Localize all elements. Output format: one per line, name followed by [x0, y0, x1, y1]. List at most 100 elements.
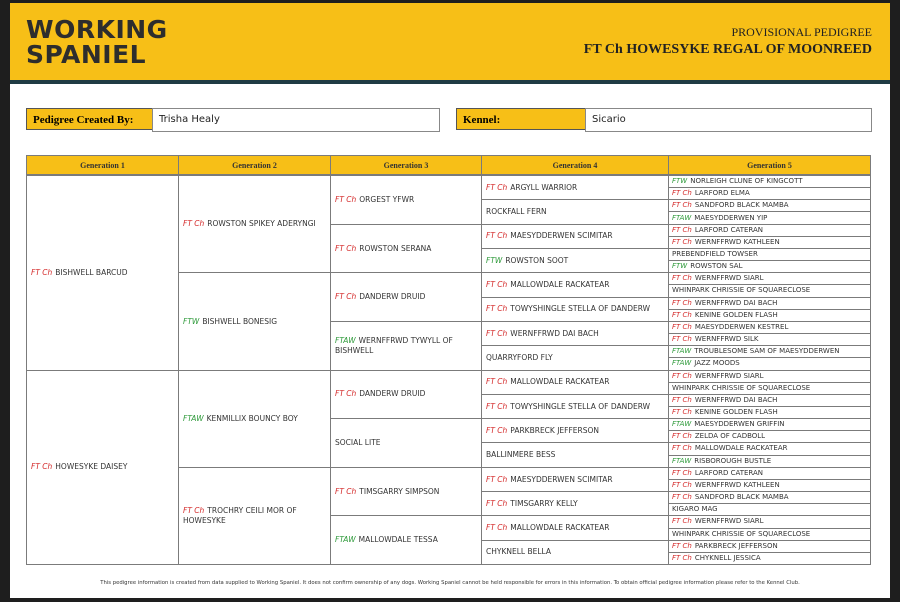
- dog-name: PARKBRECK JEFFERSON: [694, 541, 778, 550]
- dog-cell: ROCKFALL FERN: [481, 199, 669, 225]
- dog-entry: ROCKFALL FERN: [486, 207, 547, 217]
- dog-entry: FTAW JAZZ MOODS: [672, 359, 740, 368]
- dog-name: HOWESYKE DAISEY: [55, 462, 128, 472]
- dog-name: CHYKNELL BELLA: [486, 547, 552, 557]
- dog-name: DANDERW DRUID: [359, 292, 426, 302]
- dog-entry: FT Ch MALLOWDALE RACKATEAR: [486, 280, 610, 290]
- dog-name: ROWSTON SAL: [690, 262, 743, 271]
- dog-entry: FT Ch LARFORD CATERAN: [672, 469, 763, 478]
- dog-title: FT Ch: [31, 267, 53, 277]
- dog-name: TIMSGARRY KELLY: [510, 498, 578, 508]
- dog-title: FT Ch: [672, 444, 692, 453]
- dog-title: FT Ch: [672, 310, 692, 319]
- dog-title: FT Ch: [672, 335, 692, 344]
- dog-entry: FT Ch DANDERW DRUID: [335, 389, 425, 399]
- dog-title: FT Ch: [486, 280, 508, 290]
- dog-entry: FT Ch MALLOWDALE RACKATEAR: [486, 377, 610, 387]
- dog-entry: FT Ch WERNFFRWD KATHLEEN: [672, 238, 780, 247]
- dog-entry: QUARRYFORD FLY: [486, 353, 553, 363]
- footer: This pedigree information is created fro…: [100, 580, 800, 586]
- dog-entry: SOCIAL LITE: [335, 438, 381, 448]
- column-header: Generation 4: [481, 155, 669, 175]
- dog-cell: FT Ch CHYKNELL JESSICA: [668, 551, 871, 565]
- dog-name: KENMILLIX BOUNCY BOY: [206, 413, 298, 423]
- dog-name: MAESYDDERWEN YIP: [694, 213, 768, 222]
- dog-name: SANDFORD BLACK MAMBA: [694, 201, 789, 210]
- dog-entry: FT Ch TIMSGARRY KELLY: [486, 499, 578, 509]
- dog-name: WERNFFRWD DAI BACH: [694, 298, 778, 307]
- title-block: PROVISIONAL PEDIGREE FT Ch HOWESYKE REGA…: [584, 25, 872, 58]
- dog-name: WERNFFRWD DAI BACH: [694, 395, 778, 404]
- dog-title: FT Ch: [486, 182, 508, 192]
- field-label: Pedigree Created By:: [26, 108, 153, 130]
- dog-entry: FT Ch MAESYDDERWEN KESTREL: [672, 323, 788, 332]
- dog-name: ROWSTON SERANA: [359, 243, 432, 253]
- header: WORKING SPANIEL PROVISIONAL PEDIGREE FT …: [10, 3, 890, 84]
- column-header: Generation 5: [668, 155, 871, 175]
- field-value: Trisha Healy: [152, 108, 440, 132]
- dog-name: ROCKFALL FERN: [486, 207, 547, 217]
- dog-title: FTW: [183, 316, 200, 326]
- dog-cell: FT Ch HOWESYKE DAISEY: [26, 369, 179, 565]
- dog-entry: FT Ch WERNFFRWD KATHLEEN: [672, 481, 780, 490]
- dog-entry: FT Ch MAESYDDERWEN SCIMITAR: [486, 475, 613, 485]
- dog-entry: WHINPARK CHRISSIE OF SQUARECLOSE: [672, 384, 810, 393]
- dog-entry: FTAW MAESYDDERWEN GRIFFIN: [672, 420, 785, 429]
- dog-name: MAESYDDERWEN SCIMITAR: [510, 474, 613, 484]
- dog-name: BISHWELL BARCUD: [55, 267, 128, 277]
- dog-title: FTW: [672, 262, 688, 271]
- dog-entry: FT Ch WERNFFRWD SILK: [672, 335, 758, 344]
- dog-entry: WHINPARK CHRISSIE OF SQUARECLOSE: [672, 530, 810, 539]
- dog-cell: FT Ch MALLOWDALE RACKATEAR: [481, 515, 669, 541]
- dog-name: SOCIAL LITE: [335, 438, 381, 448]
- dog-title: FT Ch: [486, 523, 508, 533]
- dog-name: WERNFFRWD KATHLEEN: [694, 237, 780, 246]
- dog-cell: FT Ch TIMSGARRY KELLY: [481, 491, 669, 517]
- dog-entry: FT Ch DANDERW DRUID: [335, 292, 425, 302]
- dog-name: FT Ch HOWESYKE REGAL OF MOONREED: [583, 42, 872, 57]
- dog-name: MAESYDDERWEN SCIMITAR: [510, 231, 613, 241]
- logo-line: SPANIEL: [26, 40, 147, 69]
- dog-entry: FTAW MALLOWDALE TESSA: [335, 535, 438, 545]
- dog-entry: FT Ch TOWYSHINGLE STELLA OF DANDERW: [486, 402, 650, 412]
- logo-line: WORKING: [26, 15, 168, 44]
- dog-name: TROUBLESOME SAM OF MAESYDDERWEN: [694, 347, 840, 356]
- dog-title: FT Ch: [335, 389, 357, 399]
- dog-title: FT Ch: [672, 371, 692, 380]
- dog-name: KENINE GOLDEN FLASH: [694, 408, 778, 416]
- dog-entry: FTW BISHWELL BONESIG: [183, 317, 277, 327]
- dog-name: PREBENDFIELD TOWSER: [672, 249, 758, 258]
- dog-name: LARFORD ELMA: [694, 189, 750, 198]
- dog-name: CHYKNELL JESSICA: [694, 553, 761, 562]
- dog-name: KIGARO MAG: [672, 505, 718, 514]
- dog-title: FT Ch: [486, 401, 508, 411]
- dog-title: FTAW: [672, 213, 692, 222]
- dog-title: FT Ch: [672, 189, 692, 198]
- dog-entry: FT Ch WERNFFRWD DAI BACH: [672, 396, 777, 405]
- dog-entry: FT Ch WERNFFRWD SIARL: [672, 274, 764, 283]
- dog-cell: FT Ch PARKBRECK JEFFERSON: [481, 418, 669, 444]
- dog-name: WERNFFRWD KATHLEEN: [694, 480, 780, 489]
- dog-title: FT Ch: [335, 194, 357, 204]
- dog-title: FTAW: [335, 335, 356, 345]
- dog-cell: FTAW WERNFFRWD TYWYLL OF BISHWELL: [330, 320, 482, 371]
- dog-entry: FT Ch TROCHRY CEILI MOR OF HOWESYKE: [183, 506, 326, 526]
- dog-name: SANDFORD BLACK MAMBA: [694, 493, 789, 502]
- dog-entry: FT Ch PARKBRECK JEFFERSON: [486, 426, 599, 436]
- dog-cell: FT Ch ORGEST YFWR: [330, 175, 482, 225]
- dog-entry: FT Ch ZELDA OF CADBOLL: [672, 432, 765, 441]
- dog-entry: FT Ch SANDFORD BLACK MAMBA: [672, 201, 789, 210]
- dog-entry: FT Ch CHYKNELL JESSICA: [672, 554, 761, 563]
- dog-entry: CHYKNELL BELLA: [486, 547, 551, 557]
- dog-entry: FTW ROWSTON SOOT: [486, 256, 568, 266]
- dog-entry: FTAW TROUBLESOME SAM OF MAESYDDERWEN: [672, 347, 840, 356]
- dog-entry: FT Ch BISHWELL BARCUD: [31, 268, 128, 278]
- dog-title: FT Ch: [672, 298, 692, 307]
- dog-title: FT Ch: [672, 225, 692, 234]
- dog-name: TOWYSHINGLE STELLA OF DANDERW: [510, 401, 651, 411]
- dog-title: FT Ch: [672, 322, 692, 331]
- dog-title: FT Ch: [672, 274, 692, 283]
- dog-entry: FT Ch LARFORD ELMA: [672, 189, 750, 198]
- dog-entry: KIGARO MAG: [672, 505, 718, 514]
